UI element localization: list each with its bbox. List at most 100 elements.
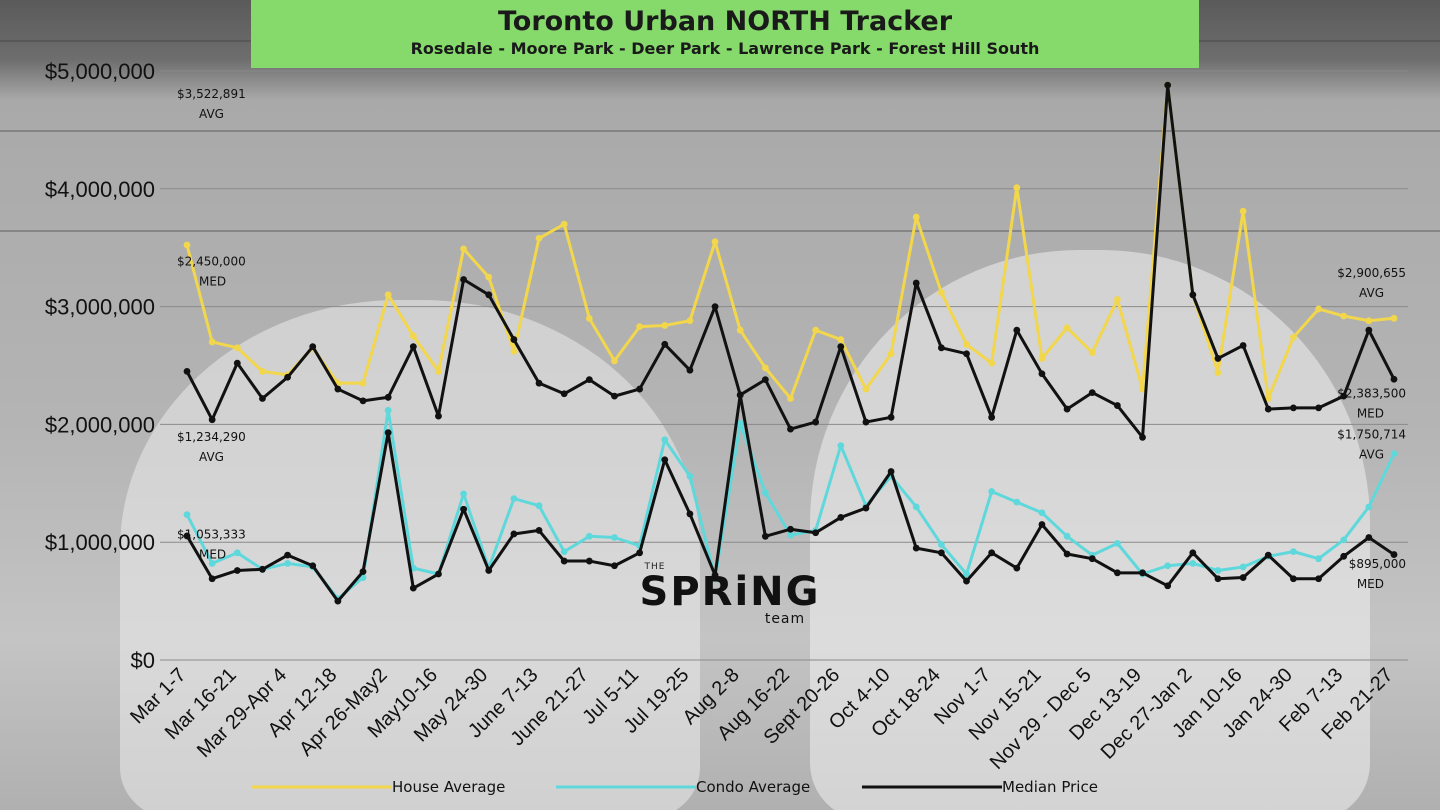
data-point bbox=[1013, 564, 1021, 572]
data-point bbox=[686, 366, 694, 374]
data-point bbox=[862, 418, 870, 426]
data-point bbox=[736, 419, 744, 427]
data-point bbox=[284, 551, 291, 559]
data-point bbox=[384, 393, 392, 401]
data-point bbox=[259, 565, 266, 573]
data-annotation: $895,000 bbox=[1349, 557, 1406, 571]
data-point bbox=[1164, 562, 1172, 570]
data-point bbox=[560, 390, 568, 398]
legend-label: Median Price bbox=[1002, 778, 1098, 796]
data-point bbox=[560, 557, 568, 565]
data-point bbox=[837, 514, 845, 521]
data-point bbox=[1340, 312, 1348, 320]
logo-name: SPRiNG bbox=[639, 569, 821, 615]
data-point bbox=[208, 575, 216, 583]
legend-label: Condo Average bbox=[696, 778, 810, 796]
data-point bbox=[183, 367, 191, 375]
data-point bbox=[485, 567, 493, 574]
legend-label: House Average bbox=[392, 778, 505, 796]
data-point bbox=[661, 436, 669, 444]
data-point bbox=[1063, 405, 1071, 413]
data-point bbox=[1390, 314, 1398, 322]
data-point bbox=[1063, 550, 1071, 558]
data-point bbox=[887, 468, 895, 475]
data-point bbox=[686, 472, 694, 480]
data-point bbox=[1365, 503, 1373, 511]
data-point bbox=[1038, 370, 1046, 378]
data-point bbox=[711, 303, 719, 310]
data-annotation: $1,750,714 bbox=[1337, 428, 1406, 442]
data-annotation: $1,053,333 bbox=[177, 528, 246, 542]
data-point bbox=[636, 323, 644, 331]
data-point bbox=[233, 359, 241, 367]
logo-suffix: team bbox=[764, 611, 806, 627]
data-point bbox=[686, 317, 694, 325]
background-person-right bbox=[810, 250, 1370, 810]
data-point bbox=[535, 379, 543, 387]
data-annotation: AVG bbox=[1359, 286, 1384, 300]
data-point bbox=[510, 347, 518, 355]
data-point bbox=[761, 364, 769, 372]
data-point bbox=[937, 541, 945, 548]
data-point bbox=[359, 568, 367, 576]
data-point bbox=[1139, 569, 1146, 577]
data-point bbox=[661, 456, 669, 464]
data-point bbox=[359, 379, 367, 387]
data-point bbox=[560, 548, 568, 556]
data-point bbox=[1088, 349, 1096, 356]
data-point bbox=[1214, 575, 1222, 583]
data-point bbox=[284, 373, 291, 381]
data-point bbox=[661, 322, 669, 329]
data-point bbox=[560, 220, 568, 228]
data-point bbox=[787, 525, 794, 533]
data-point bbox=[912, 544, 920, 552]
data-point bbox=[1063, 532, 1071, 540]
data-point bbox=[1264, 405, 1272, 413]
data-point bbox=[183, 532, 191, 540]
data-point bbox=[259, 367, 266, 375]
data-point bbox=[1239, 574, 1247, 581]
data-annotation: $3,522,891 bbox=[177, 87, 246, 101]
data-point bbox=[334, 385, 342, 393]
y-tick-label: $1,000,000 bbox=[45, 530, 155, 555]
data-point bbox=[1214, 369, 1222, 376]
data-point bbox=[988, 359, 996, 367]
data-point bbox=[384, 406, 392, 414]
data-point bbox=[1290, 333, 1297, 341]
data-annotation: MED bbox=[1357, 577, 1384, 591]
chart-title: Toronto Urban NORTH Tracker bbox=[497, 6, 953, 37]
data-point bbox=[359, 397, 367, 405]
data-point bbox=[535, 502, 543, 510]
data-point bbox=[988, 488, 996, 495]
data-point bbox=[1290, 404, 1297, 412]
data-point bbox=[585, 314, 593, 322]
data-point bbox=[309, 343, 317, 351]
data-point bbox=[787, 395, 794, 402]
data-point bbox=[1139, 385, 1146, 393]
data-annotation: $2,383,500 bbox=[1337, 386, 1406, 400]
data-point bbox=[460, 490, 468, 498]
data-point bbox=[1264, 395, 1272, 402]
data-point bbox=[1264, 551, 1272, 559]
data-point bbox=[1290, 575, 1297, 583]
data-point bbox=[1013, 498, 1021, 506]
y-tick-label: $4,000,000 bbox=[45, 177, 155, 202]
data-point bbox=[1063, 324, 1071, 332]
data-point bbox=[585, 557, 593, 565]
data-point bbox=[636, 385, 644, 393]
data-point bbox=[686, 510, 694, 518]
data-point bbox=[837, 442, 845, 450]
data-point bbox=[460, 276, 468, 283]
data-point bbox=[787, 531, 794, 539]
data-point bbox=[862, 504, 870, 512]
data-point bbox=[510, 336, 518, 343]
data-point bbox=[963, 340, 970, 348]
data-point bbox=[233, 344, 241, 352]
data-point bbox=[1365, 317, 1373, 325]
data-annotation: $2,450,000 bbox=[177, 254, 246, 268]
data-point bbox=[1113, 569, 1121, 577]
data-point bbox=[963, 350, 970, 358]
data-point bbox=[912, 279, 920, 287]
